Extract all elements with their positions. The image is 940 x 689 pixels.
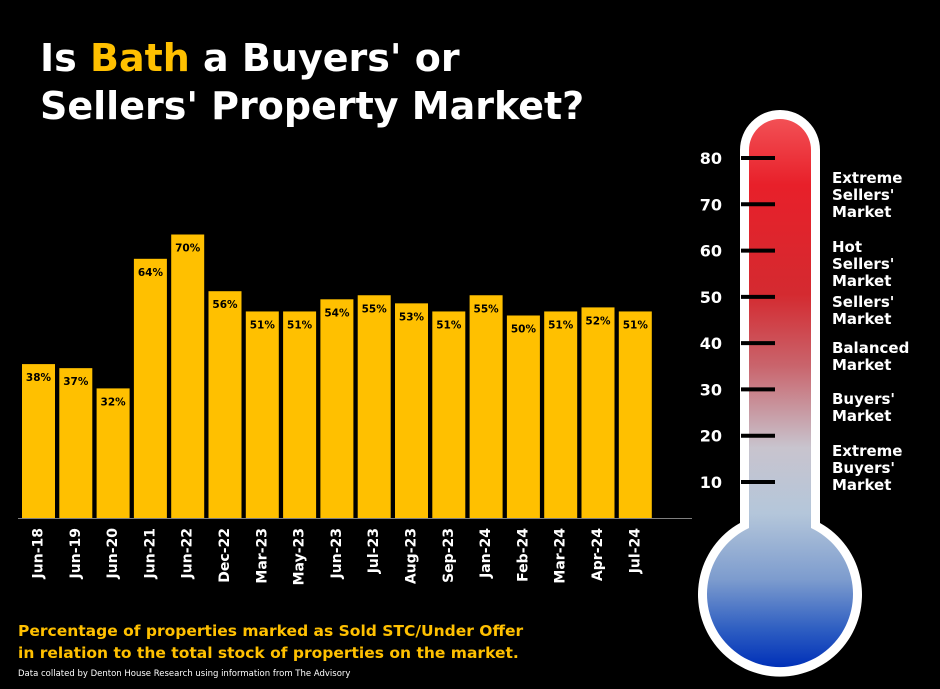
zone-label-3: Balanced Market [832, 340, 909, 374]
zone-label-2: Sellers' Market [832, 292, 895, 328]
bar-Jun-20 [96, 388, 130, 518]
data-label-May-23: 51% [287, 319, 313, 331]
zone-label-line: Market [832, 475, 892, 494]
data-label-Jun-22: 70% [175, 243, 201, 255]
zone-label-line: Sellers' [832, 185, 895, 204]
thermometer-ticks [741, 156, 775, 484]
thermometer-fill [706, 119, 853, 668]
data-label-Jun-21: 64% [138, 267, 164, 279]
caption-line-2: in relation to the total stock of proper… [18, 644, 519, 662]
x-tick-label-Jun-20: Jun-20 [105, 528, 121, 580]
zone-label-4: Buyers' Market [832, 389, 895, 425]
thermometer-label-30: 30 [700, 380, 722, 399]
x-tick-label-Jun-21: Jun-21 [142, 528, 158, 579]
caption-line-1: Percentage of properties marked as Sold … [18, 622, 524, 640]
x-axis-tick-labels: Jun-18 Jun-19 Jun-20 Jun-21 Jun-22 Dec-22 Mar-… [31, 528, 644, 586]
zone-label-line: Hot [832, 237, 863, 256]
zone-label-line: Extreme [832, 168, 903, 187]
bar-Dec-22 [208, 291, 242, 518]
zone-label-line: Market [832, 271, 892, 290]
data-label-Jan-24: 55% [474, 303, 500, 315]
bar-Mar-24 [544, 311, 578, 518]
title-line-1: Is Bath a Buyers' or [40, 34, 640, 82]
data-label-Jul-24: 51% [623, 319, 649, 331]
bar-Jun-18 [22, 364, 55, 518]
data-label-Feb-24: 50% [511, 324, 537, 336]
title-suffix: a Buyers' or [189, 36, 460, 80]
chart-caption: Percentage of properties marked as Sold … [18, 620, 578, 664]
zone-label-line: Sellers' [832, 254, 895, 273]
zone-label-line: Market [832, 356, 892, 375]
x-tick-label-Jun-18: Jun-18 [31, 528, 47, 579]
zone-label-line: Extreme [832, 441, 903, 460]
bar-Apr-24 [581, 307, 615, 518]
x-tick-label-Feb-24: Feb-24 [515, 528, 531, 582]
x-tick-label-Jul-24: Jul-24 [627, 528, 643, 575]
data-label-Dec-22: 56% [212, 299, 238, 311]
data-label-Jun-18: 38% [26, 372, 52, 384]
bar-Mar-23 [245, 311, 279, 518]
x-tick-label-Mar-24: Mar-24 [553, 528, 569, 584]
thermometer-scale-labels: 80 70 60 50 40 30 20 10 [700, 149, 722, 492]
chart-title: Is Bath a Buyers' or Sellers' Property M… [40, 34, 640, 130]
data-label-Jun-20: 32% [101, 396, 127, 408]
bar-Feb-24 [506, 315, 540, 518]
zone-label-line: Balanced [832, 339, 910, 358]
x-tick-label-Jun-19: Jun-19 [68, 528, 84, 579]
x-tick-label-Jul-23: Jul-23 [366, 528, 382, 574]
zone-label-line: Sellers' [832, 292, 895, 311]
bar-Jul-24 [618, 311, 652, 518]
bar-Jan-24 [469, 295, 503, 518]
thermometer-label-70: 70 [700, 195, 722, 214]
zone-label-line: Buyers' [832, 458, 895, 477]
title-line-2: Sellers' Property Market? [40, 84, 585, 128]
x-tick-label-Aug-23: Aug-23 [404, 528, 420, 584]
zone-label-5: Extreme Buyers' Market [832, 441, 903, 494]
x-tick-label-Sep-23: Sep-23 [441, 528, 457, 583]
data-label-Jul-23: 55% [362, 303, 388, 315]
x-tick-label-May-23: May-23 [292, 528, 308, 585]
data-label-Mar-23: 51% [250, 319, 276, 331]
bar-Jun-22 [171, 234, 205, 518]
bar-Aug-23 [395, 303, 428, 518]
bar-Jun-21 [133, 258, 167, 518]
bar-Jun-19 [59, 368, 93, 518]
thermometer-label-50: 50 [700, 288, 722, 307]
x-tick-label-Jan-24: Jan-24 [478, 528, 494, 579]
zone-label-0: Extreme Sellers' Market [832, 168, 903, 221]
x-tick-label-Jun-22: Jun-22 [180, 528, 196, 579]
title-prefix: Is [40, 36, 90, 80]
x-tick-label-Apr-24: Apr-24 [590, 528, 606, 581]
x-tick-label-Mar-23: Mar-23 [254, 528, 270, 584]
zone-label-1: Hot Sellers' Market [832, 237, 895, 290]
source-note: Data collated by Denton House Research u… [18, 669, 351, 679]
data-label-Mar-24: 51% [548, 319, 574, 331]
data-label-Aug-23: 53% [399, 311, 425, 323]
thermometer-label-80: 80 [700, 149, 722, 168]
bar-Sep-23 [432, 311, 466, 518]
bar-May-23 [283, 311, 317, 518]
thermometer-label-40: 40 [700, 334, 722, 353]
zone-label-line: Market [832, 202, 892, 221]
thermometer-label-20: 20 [700, 427, 722, 446]
bar-series: 38% 37% 32% 64% 70% 56% 51% 51% 54% 55% 53% 51% 55% 5… [22, 234, 652, 518]
bar-Jun-23 [320, 299, 354, 518]
zone-label-line: Buyers' [832, 389, 895, 408]
data-label-Sep-23: 51% [436, 319, 462, 331]
zone-label-line: Market [832, 406, 892, 425]
thermometer-label-60: 60 [700, 242, 722, 261]
title-highlight-bath: Bath [90, 36, 190, 80]
bar-Jul-23 [357, 295, 391, 518]
data-label-Apr-24: 52% [585, 315, 611, 327]
x-tick-label-Jun-23: Jun-23 [329, 528, 345, 579]
zone-label-line: Market [832, 309, 892, 328]
thermometer-label-10: 10 [700, 473, 722, 492]
data-label-Jun-23: 54% [324, 307, 350, 319]
x-tick-label-Dec-22: Dec-22 [217, 528, 233, 583]
data-label-Jun-19: 37% [63, 376, 89, 388]
